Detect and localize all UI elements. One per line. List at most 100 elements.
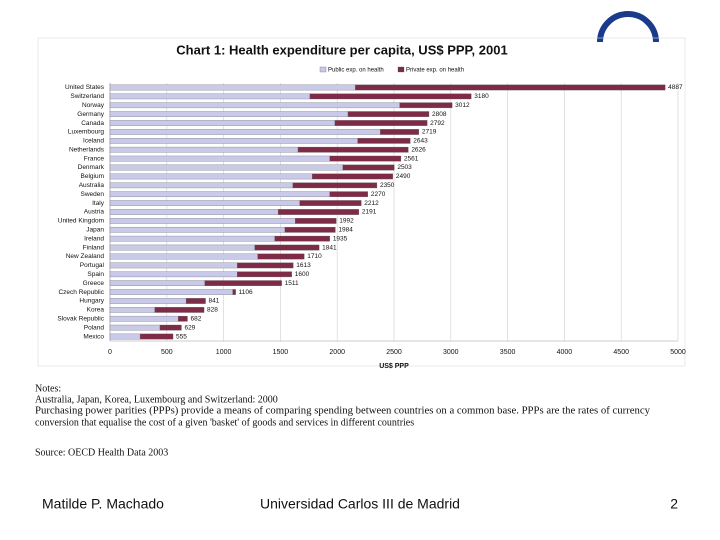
y-tick-label: Finland [83,244,105,251]
y-tick-label: Czech Republic [58,289,104,296]
total-label: 1984 [338,227,353,234]
bar-segment [109,333,141,340]
y-tick-label: Portugal [80,262,105,269]
bar-segment [109,226,286,233]
x-tick-label: 2500 [386,349,402,356]
bar-segment [329,191,369,198]
bar-segment [295,218,337,224]
bar-segment [109,102,400,109]
note-line: Australia, Japan, Korea, Luxembourg and … [35,394,278,405]
y-tick-label: Austria [84,209,105,216]
total-label: 1841 [322,244,337,251]
bar-segment [109,209,279,215]
bar-segment [347,111,430,117]
y-tick-label: Luxembourg [68,129,105,136]
y-tick-label: France [84,155,105,162]
x-tick-label: 500 [161,349,173,356]
bar-segment [109,120,336,126]
bar-segment [139,333,174,340]
y-tick-label: Italy [92,200,105,207]
y-tick-label: Switzerland [70,93,104,100]
legend-label: Public exp. on health [328,68,384,74]
total-label: 2191 [362,209,377,216]
total-label: 2561 [404,155,419,162]
bar-segment [237,262,294,269]
footer-author: Matilde P. Machado [42,496,164,512]
bar-segment [109,324,161,331]
bar-segment [109,155,330,162]
bar-segment [109,307,156,313]
total-label: 2808 [432,111,447,118]
y-tick-label: Spain [87,271,104,278]
y-tick-label: Korea [87,307,105,314]
total-label: 3012 [455,102,470,109]
bar-segment [342,164,395,171]
bar-segment [109,138,358,144]
legend-swatch [319,66,327,73]
bar-segment [109,280,206,286]
bar-segment [109,164,344,171]
y-tick-label: Greece [83,280,105,287]
bar-segment [159,324,182,331]
x-tick-label: 1000 [216,349,232,356]
y-tick-label: United States [65,84,105,91]
bar-segment [109,129,381,135]
total-label: 1935 [333,235,348,242]
x-tick-label: 4000 [557,349,573,356]
y-tick-label: Canada [81,120,104,127]
total-label: 1613 [296,262,311,269]
bar-segment [178,315,188,322]
legend-swatch [397,66,405,73]
total-label: 629 [184,324,195,331]
total-label: 1600 [295,271,310,278]
y-tick-label: Norway [82,102,105,109]
note-line: conversion that equalise the cost of a g… [35,417,414,428]
y-tick-label: Slovak Republic [57,315,104,322]
bar-segment [357,138,411,144]
total-label: 682 [190,315,201,322]
total-label: 555 [176,333,187,340]
bar-segment [109,315,179,322]
total-label: 1710 [307,253,322,260]
bar-segment [109,84,356,91]
legend-label: Private exp. on health [406,68,464,74]
chart-frame [37,37,686,367]
bar-segment [109,200,300,206]
x-axis-label: US$ PPP [379,363,409,370]
x-tick-label: 3000 [443,349,459,356]
bar-segment [334,120,428,126]
total-label: 828 [207,307,218,314]
bar-segment [254,244,320,251]
bar-segment [109,244,255,251]
bar-segment [274,235,330,242]
bar-segment [309,93,472,100]
total-label: 841 [209,298,220,305]
bar-segment [299,200,362,206]
total-label: 3180 [474,93,489,100]
x-tick-label: 4500 [613,349,629,356]
bar-segment [109,271,238,278]
y-tick-label: Belgium [81,173,104,180]
y-tick-label: Germany [77,111,104,118]
total-label: 2626 [411,146,426,153]
chart-title: Chart 1: Health expenditure per capita, … [176,42,507,57]
total-label: 2792 [430,120,445,127]
bar-segment [109,111,349,117]
y-tick-label: Mexico [83,333,104,340]
bar-segment [399,102,453,109]
page-number: 2 [670,496,678,512]
y-tick-label: Poland [84,324,105,331]
bar-segment [329,155,402,162]
source-note: Source: OECD Health Data 2003 [35,447,168,458]
y-tick-label: Netherlands [69,146,105,153]
bar-segment [109,298,187,304]
bar-segment [109,262,238,269]
note-line: Purchasing power parities (PPPs) provide… [35,405,650,416]
bar-segment [237,271,292,278]
total-label: 2212 [364,200,379,207]
bar-segment [109,289,233,295]
total-label: 2503 [397,164,412,171]
x-tick-label: 1500 [273,349,289,356]
